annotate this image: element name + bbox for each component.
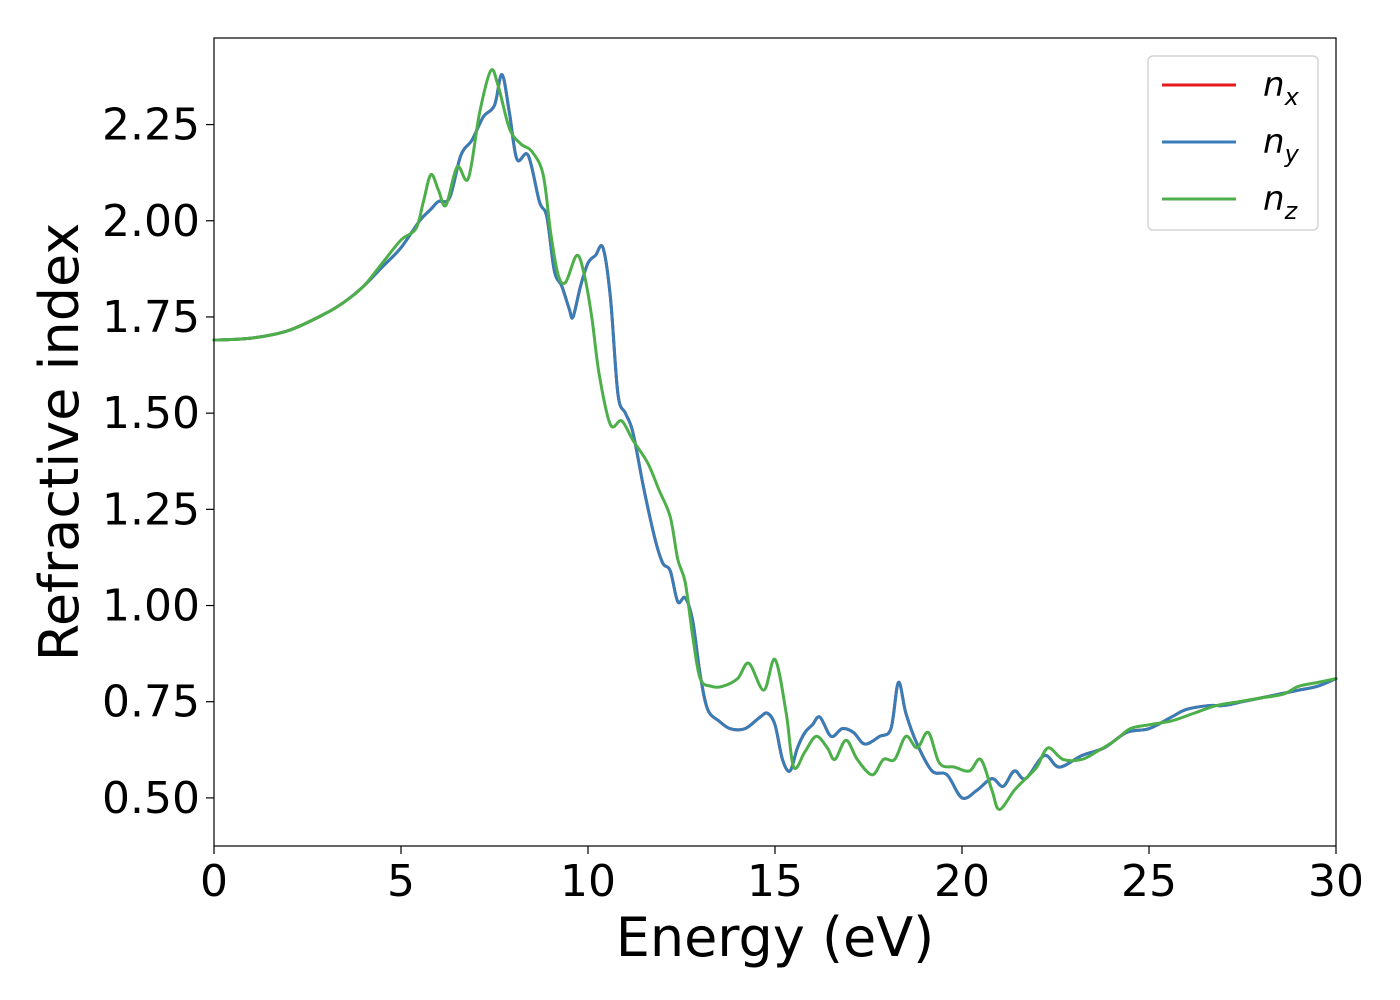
- y-tick-label: 0.50: [102, 773, 200, 824]
- x-tick-label: 20: [934, 856, 990, 907]
- x-tick-label: 25: [1121, 856, 1177, 907]
- y-axis-ticks: 0.50 0.75 1.00 1.25 1.50 1.75 2.00 2.25: [102, 100, 214, 824]
- x-axis-ticks: 0 5 10 15 20 25 30: [200, 846, 1364, 907]
- y-tick-label: 1.75: [102, 292, 200, 343]
- y-tick-label: 2.00: [102, 196, 200, 247]
- x-tick-label: 0: [200, 856, 228, 907]
- series-line-n-z: [212, 68, 1338, 811]
- y-tick-label: 2.25: [102, 100, 200, 151]
- y-tick-label: 1.50: [102, 388, 200, 439]
- x-tick-label: 10: [560, 856, 616, 907]
- x-tick-label: 30: [1308, 856, 1364, 907]
- series-line-n-y: [212, 73, 1338, 800]
- x-axis-label: Energy (eV): [616, 906, 935, 969]
- y-axis-label: Refractive index: [28, 223, 91, 662]
- series-lines: [212, 68, 1338, 811]
- y-tick-label: 1.00: [102, 581, 200, 632]
- y-tick-label: 0.75: [102, 677, 200, 728]
- x-tick-label: 5: [387, 856, 415, 907]
- x-tick-label: 15: [747, 856, 803, 907]
- y-tick-label: 1.25: [102, 484, 200, 535]
